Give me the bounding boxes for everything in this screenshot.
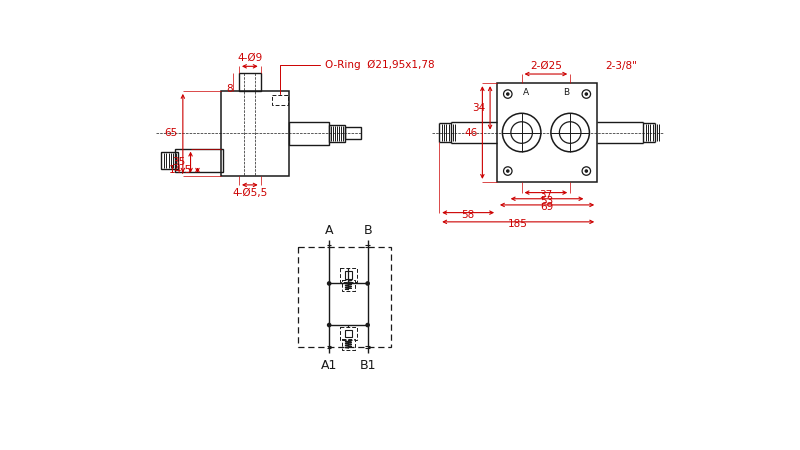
Bar [162, 152, 178, 169]
Text: 35: 35 [172, 157, 185, 167]
Text: A: A [325, 224, 334, 237]
Bar [345, 330, 352, 338]
Bar [340, 268, 357, 282]
Text: 8: 8 [226, 85, 233, 94]
Bar [175, 148, 223, 172]
Text: 65: 65 [164, 128, 178, 138]
Text: B1: B1 [359, 359, 376, 372]
Circle shape [506, 93, 509, 95]
Text: O-Ring  Ø21,95x1,78: O-Ring Ø21,95x1,78 [280, 60, 435, 94]
Bar [298, 247, 390, 346]
Text: 53: 53 [541, 196, 554, 206]
Bar [342, 280, 354, 291]
Bar [272, 95, 287, 105]
Text: 58: 58 [462, 210, 474, 220]
Bar [239, 73, 261, 91]
Text: B: B [363, 224, 372, 237]
Bar [289, 122, 329, 145]
Text: 4-Ø5,5: 4-Ø5,5 [232, 188, 267, 198]
Bar [342, 339, 354, 350]
Text: B: B [563, 88, 570, 97]
Text: 2-Ø25: 2-Ø25 [530, 61, 562, 71]
Bar [497, 83, 597, 182]
Text: A1: A1 [321, 359, 338, 372]
Bar [329, 125, 345, 142]
Circle shape [506, 170, 509, 172]
Bar [222, 91, 289, 176]
Text: 4-Ø9: 4-Ø9 [238, 53, 262, 63]
Bar [345, 271, 352, 279]
Text: 46: 46 [465, 127, 478, 138]
Circle shape [366, 323, 370, 327]
Text: 69: 69 [541, 202, 554, 212]
Text: 2-3/8": 2-3/8" [605, 61, 637, 71]
Bar [340, 327, 357, 341]
Text: A: A [522, 88, 529, 97]
Bar [345, 127, 362, 140]
Text: 34: 34 [472, 103, 486, 113]
Circle shape [585, 93, 587, 95]
Circle shape [585, 170, 587, 172]
Text: 14,5: 14,5 [169, 165, 192, 175]
Circle shape [366, 281, 370, 286]
Circle shape [327, 323, 331, 327]
Text: 185: 185 [508, 219, 528, 229]
Text: 37: 37 [539, 189, 553, 199]
Circle shape [327, 281, 331, 286]
